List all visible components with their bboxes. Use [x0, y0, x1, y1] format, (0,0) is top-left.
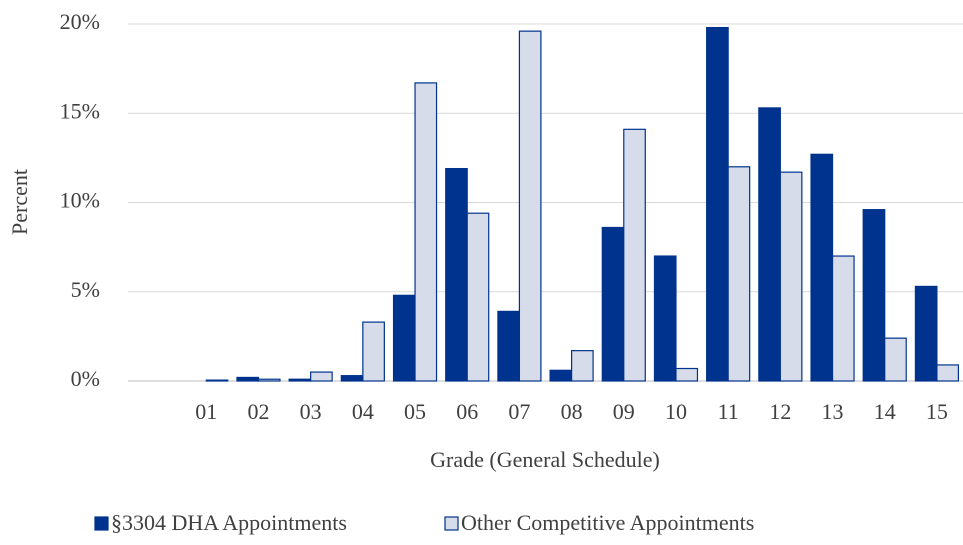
bar: [497, 310, 521, 382]
legend-label: Other Competitive Appointments: [461, 510, 754, 535]
x-tick-label: 07: [508, 399, 530, 424]
y-tick-label: 0%: [71, 366, 100, 391]
bar: [362, 321, 385, 382]
legend-swatch: [444, 516, 459, 531]
y-tick-label: 20%: [60, 9, 100, 34]
bar: [310, 371, 333, 382]
y-axis-title: Percent: [7, 169, 32, 235]
x-tick-label: 05: [404, 399, 426, 424]
x-tick-label: 04: [352, 399, 374, 424]
legend-swatch: [94, 516, 109, 531]
bar: [257, 378, 281, 382]
y-tick-label: 10%: [60, 188, 100, 213]
bar: [779, 171, 803, 382]
x-tick-label: 03: [300, 399, 322, 424]
bar: [914, 285, 938, 382]
x-tick-label: 14: [874, 399, 896, 424]
bar: [758, 107, 781, 382]
bar: [205, 379, 229, 382]
bar: [810, 153, 834, 382]
bar: [518, 30, 542, 382]
bar: [288, 378, 312, 382]
bar: [727, 166, 751, 382]
x-tick-label: 10: [665, 399, 687, 424]
x-tick-label: 15: [926, 399, 948, 424]
bar: [340, 375, 364, 382]
x-tick-label: 08: [561, 399, 583, 424]
bar: [884, 337, 907, 382]
bar: [623, 128, 646, 382]
legend-label: §3304 DHA Appointments: [111, 510, 347, 535]
y-tick-label: 15%: [60, 98, 100, 123]
bar: [706, 26, 729, 382]
bar: [414, 82, 438, 382]
y-tick-label: 5%: [71, 277, 100, 302]
x-tick-label: 02: [247, 399, 269, 424]
bar: [653, 255, 677, 382]
bar: [675, 367, 699, 382]
bar: [445, 167, 468, 382]
x-tick-label: 12: [769, 399, 791, 424]
x-tick-label: 01: [195, 399, 217, 424]
bar: [236, 376, 260, 382]
x-tick-label: 06: [456, 399, 478, 424]
x-tick-label: 11: [718, 399, 739, 424]
bar: [862, 209, 886, 382]
bar: [466, 212, 490, 382]
x-tick-label: 09: [613, 399, 635, 424]
bar: [570, 350, 594, 382]
bar: [936, 364, 960, 382]
bar: [601, 226, 625, 382]
x-tick-label: 13: [822, 399, 844, 424]
bar: [392, 294, 416, 382]
bar: [549, 369, 573, 382]
bar: [831, 255, 855, 382]
bars: [205, 26, 960, 382]
x-axis-title: Grade (General Schedule): [430, 447, 660, 472]
